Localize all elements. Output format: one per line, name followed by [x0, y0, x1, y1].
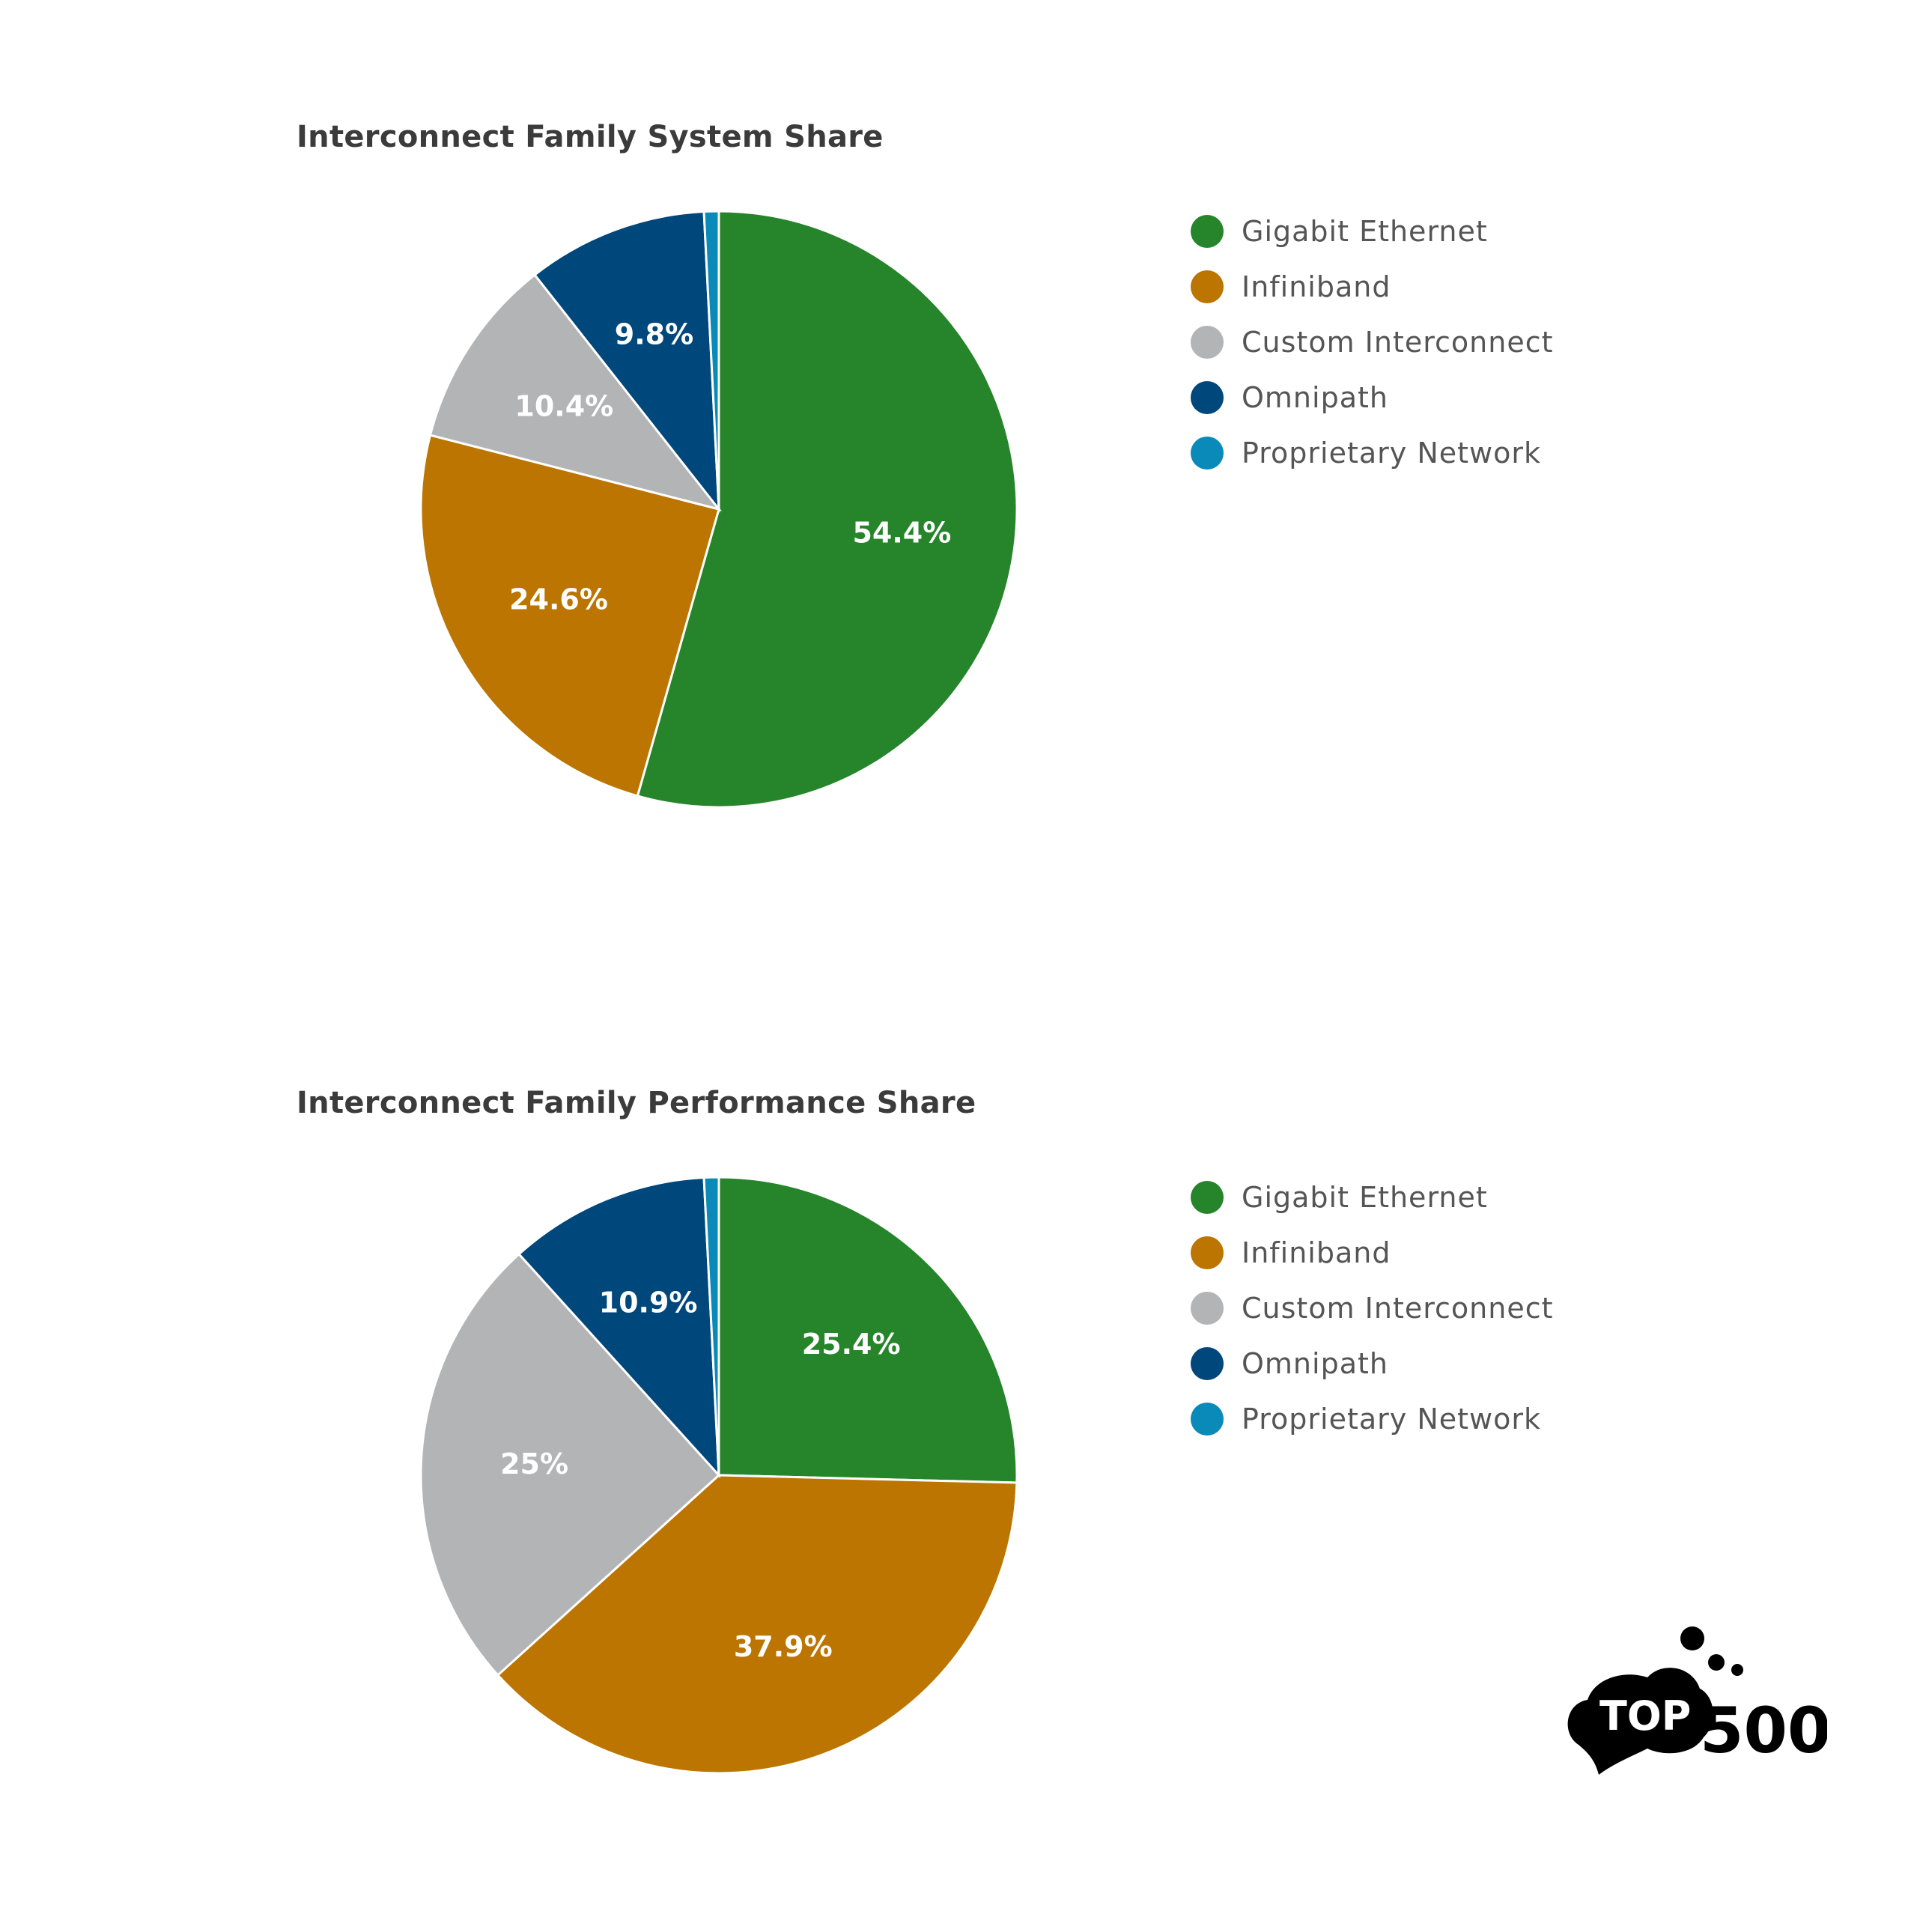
legend: Gigabit Ethernet Infiniband Custom Interco… — [1191, 204, 1554, 481]
legend-label: Proprietary Network — [1242, 1403, 1542, 1436]
legend-swatch — [1191, 270, 1224, 303]
pie-slice-custom-interconnect — [419, 1252, 721, 1677]
legend-item-infiniband: Infiniband — [1191, 259, 1554, 315]
pie-slice-infiniband — [496, 1474, 1018, 1775]
slice-label-infiniband: 24.6% — [509, 583, 608, 616]
legend-swatch — [1191, 437, 1224, 470]
chart-title: Interconnect Family System Share — [297, 120, 884, 154]
legend-swatch — [1191, 1236, 1224, 1269]
legend-label: Omnipath — [1242, 381, 1388, 414]
legend-swatch — [1191, 215, 1224, 248]
legend-label: Omnipath — [1242, 1347, 1388, 1380]
pie-slice-proprietary-network — [702, 210, 720, 510]
slice-label-omnipath: 9.8% — [615, 318, 693, 350]
legend-item-proprietary-network: Proprietary Network — [1191, 425, 1554, 481]
legend-label: Infiniband — [1242, 1236, 1391, 1269]
slice-label-gigabit-ethernet: 25.4% — [802, 1328, 901, 1361]
pie-slice-gigabit-ethernet — [717, 1176, 1018, 1484]
legend-item-gigabit-ethernet: Gigabit Ethernet — [1191, 1170, 1554, 1225]
legend-item-proprietary-network: Proprietary Network — [1191, 1391, 1554, 1447]
pie-slice-omnipath — [532, 210, 720, 513]
legend-swatch — [1191, 1292, 1224, 1325]
legend-item-custom-interconnect: Custom Interconnect — [1191, 1281, 1554, 1336]
pie-chart: 54.4% 24.6% 10.4% 9.8% — [419, 210, 1018, 809]
logo-dot-large — [1680, 1626, 1704, 1650]
pie-slice-gigabit-ethernet — [636, 210, 1018, 809]
slice-label-infiniband: 37.9% — [734, 1630, 833, 1663]
legend-item-omnipath: Omnipath — [1191, 1336, 1554, 1391]
legend-item-omnipath: Omnipath — [1191, 370, 1554, 425]
legend-swatch — [1191, 326, 1224, 359]
system-share-chart: Interconnect Family System Share 54.4% 24… — [297, 120, 1554, 809]
legend-item-gigabit-ethernet: Gigabit Ethernet — [1191, 204, 1554, 259]
slice-label-custom-interconnect: 10.4% — [514, 390, 613, 423]
logo-500-text: 500 — [1700, 1694, 1827, 1767]
pie-slice-custom-interconnect — [428, 273, 722, 511]
legend-swatch — [1191, 1403, 1224, 1436]
slice-label-gigabit-ethernet: 54.4% — [852, 517, 951, 550]
performance-share-chart: Interconnect Family Performance Share 25… — [0, 966, 1911, 1932]
legend-label: Custom Interconnect — [1242, 326, 1554, 359]
top500-logo: TOP 500 — [1567, 1626, 1827, 1775]
logo-dot-medium — [1708, 1654, 1725, 1671]
slice-label-custom-interconnect: 25% — [500, 1448, 568, 1480]
logo-dot-small — [1731, 1664, 1743, 1676]
pie-slice-omnipath — [517, 1176, 720, 1479]
legend: Gigabit Ethernet Infiniband Custom Interco… — [1191, 1170, 1554, 1447]
slice-label-omnipath: 10.9% — [599, 1287, 698, 1319]
logo-blob — [1567, 1668, 1713, 1775]
legend-label: Proprietary Network — [1242, 437, 1542, 470]
pie-chart: 25.4% 37.9% 25% 10.9% — [419, 1176, 1018, 1775]
legend-item-custom-interconnect: Custom Interconnect — [1191, 315, 1554, 370]
legend-label: Gigabit Ethernet — [1242, 1181, 1488, 1214]
pie-slice-proprietary-network — [702, 1176, 720, 1476]
legend-item-infiniband: Infiniband — [1191, 1225, 1554, 1281]
legend-label: Gigabit Ethernet — [1242, 215, 1488, 248]
legend-swatch — [1191, 1347, 1224, 1380]
chart-title: Interconnect Family Performance Share — [297, 1086, 976, 1120]
legend-swatch — [1191, 381, 1224, 414]
pie-slice-infiniband — [419, 434, 720, 798]
legend-swatch — [1191, 1181, 1224, 1214]
logo-top-text: TOP — [1599, 1692, 1691, 1740]
legend-label: Infiniband — [1242, 270, 1391, 303]
legend-label: Custom Interconnect — [1242, 1292, 1554, 1325]
